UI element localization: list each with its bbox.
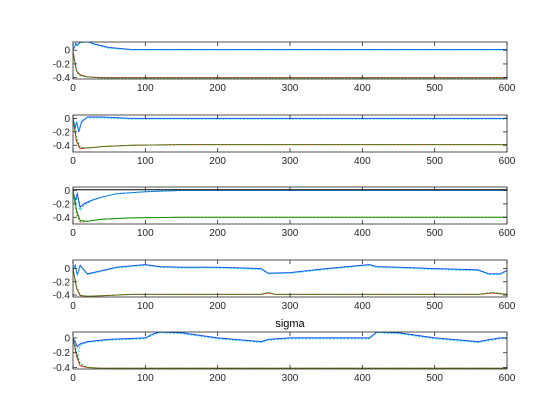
x-tick-label: 200 <box>209 228 226 239</box>
y-tick-label: 0 <box>64 333 70 344</box>
y-tick-label: -0.2 <box>53 199 71 210</box>
x-tick-label: 600 <box>499 83 516 94</box>
x-tick-label: 100 <box>137 373 154 384</box>
x-tick-label: 600 <box>499 301 516 312</box>
series-line-1 <box>73 189 507 209</box>
series-line-4 <box>73 52 507 79</box>
x-tick-label: 300 <box>282 156 299 167</box>
series-line-4 <box>73 268 507 297</box>
series-line-2 <box>73 264 507 277</box>
subplot-2: 0 100 200 300 400 500 600 0 -0.2 -0.4 <box>53 114 516 167</box>
x-tick-label: 500 <box>426 228 443 239</box>
x-tick-label: 600 <box>499 373 516 384</box>
x-tick-label: 500 <box>426 301 443 312</box>
y-tick-label: -0.4 <box>53 141 71 152</box>
x-tick-label: 300 <box>282 301 299 312</box>
x-tick-label: 400 <box>354 228 371 239</box>
series-line-4 <box>73 337 507 369</box>
subplot-1: 0 100 200 300 400 500 600 0 -0.2 -0.4 <box>53 41 516 94</box>
x-tick-label: 300 <box>282 228 299 239</box>
x-tick-label: 200 <box>209 156 226 167</box>
y-tick-label: -0.4 <box>53 363 71 374</box>
series-line-3 <box>73 118 507 150</box>
subplot-3: 0 100 200 300 400 500 600 0 -0.2 -0.4 <box>53 186 516 239</box>
x-tick-label: 400 <box>354 156 371 167</box>
y-tick-label: 0 <box>64 186 70 197</box>
x-tick-label: 100 <box>137 301 154 312</box>
series-line-1 <box>73 42 507 51</box>
series-line-2 <box>73 189 507 212</box>
x-tick-label: 400 <box>354 83 371 94</box>
x-tick-label: 600 <box>499 156 516 167</box>
x-tick-label: 100 <box>137 228 154 239</box>
x-tick-label: 500 <box>426 156 443 167</box>
y-tick-label: 0 <box>64 264 70 275</box>
y-tick-label: -0.4 <box>53 291 71 302</box>
x-tick-label: 0 <box>70 228 76 239</box>
x-tick-label: 500 <box>426 83 443 94</box>
x-tick-label: 0 <box>70 83 76 94</box>
axes-box <box>72 114 508 153</box>
x-tick-label: 400 <box>354 373 371 384</box>
series-line-4 <box>73 118 507 149</box>
y-tick-label: -0.4 <box>53 213 71 224</box>
series-line-3 <box>73 51 507 79</box>
x-tick-label: 0 <box>70 156 76 167</box>
y-tick-label: -0.2 <box>53 348 71 359</box>
x-tick-label: 400 <box>354 301 371 312</box>
subplot-title: sigma <box>275 318 305 330</box>
series-line-3 <box>73 337 507 369</box>
y-tick-label: -0.2 <box>53 127 71 138</box>
y-tick-label: 0 <box>64 114 70 125</box>
y-tick-label: -0.4 <box>53 73 71 84</box>
series-line-1 <box>73 264 507 276</box>
x-tick-label: 500 <box>426 373 443 384</box>
series-line-2 <box>73 117 507 133</box>
x-tick-label: 0 <box>70 373 76 384</box>
series-line-2 <box>73 42 507 51</box>
x-tick-label: 200 <box>209 373 226 384</box>
subplot-4: 0 100 200 300 400 500 600 0 -0.2 -0.4 <box>53 259 516 312</box>
series-line-1 <box>73 332 507 348</box>
y-tick-label: 0 <box>64 46 70 57</box>
y-tick-label: -0.2 <box>53 59 71 70</box>
x-tick-label: 100 <box>137 156 154 167</box>
x-tick-label: 600 <box>499 228 516 239</box>
y-tick-label: -0.2 <box>53 277 71 288</box>
x-tick-label: 300 <box>282 83 299 94</box>
series-line-2 <box>73 332 507 359</box>
x-tick-label: 0 <box>70 301 76 312</box>
x-tick-label: 300 <box>282 373 299 384</box>
x-tick-label: 200 <box>209 301 226 312</box>
x-tick-label: 100 <box>137 83 154 94</box>
subplot-5: 0 100 200 300 400 500 600 0 -0.2 -0.4 sigma <box>53 318 516 384</box>
series-line-5 <box>73 190 507 222</box>
x-tick-label: 200 <box>209 83 226 94</box>
axes-box <box>72 41 508 80</box>
